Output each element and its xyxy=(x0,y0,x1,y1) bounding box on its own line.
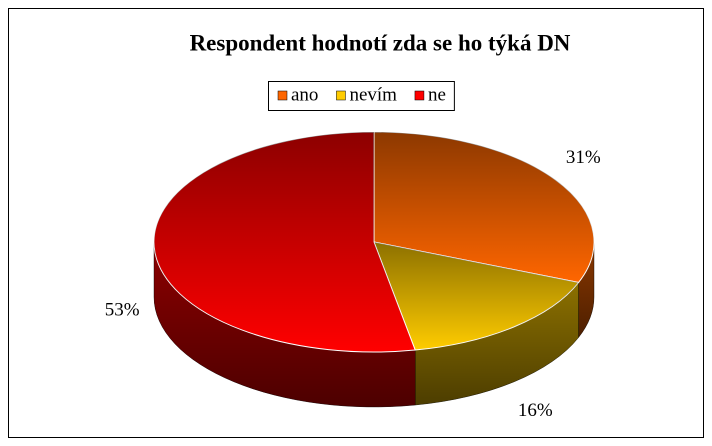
pie-side-shade xyxy=(415,282,579,406)
data-label: 31% xyxy=(566,147,601,168)
data-label: 16% xyxy=(518,400,553,421)
legend-label: nevím xyxy=(349,84,397,105)
legend-label: ne xyxy=(428,84,446,105)
legend-swatch xyxy=(414,90,425,101)
legend-swatch xyxy=(277,90,288,101)
pie xyxy=(153,131,595,408)
data-label: 53% xyxy=(105,299,140,320)
pie-slice-shade xyxy=(374,242,579,351)
pie-side-shade xyxy=(578,242,594,338)
pie-slice-shade xyxy=(374,132,594,283)
legend-swatch xyxy=(336,90,346,101)
chart-title: Respondent hodnotí zda se ho týká DN xyxy=(190,30,571,55)
pie-side-shade xyxy=(154,242,416,407)
pie-slice-shade xyxy=(154,132,416,352)
legend-label: ano xyxy=(291,84,318,105)
